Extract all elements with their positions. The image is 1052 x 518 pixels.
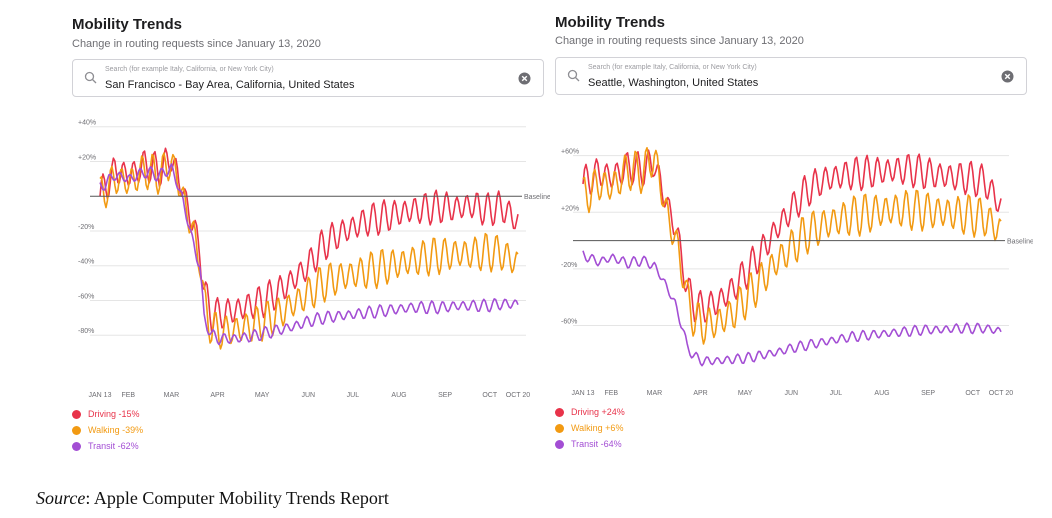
search-placeholder: Search (for example Italy, California, o… — [588, 64, 757, 71]
legend-item-walking[interactable]: Walking -39% — [72, 422, 143, 438]
x-tick-label: OCT 20 — [506, 392, 530, 399]
search-value: Seattle, Washington, United States — [588, 77, 759, 89]
series-line-walking — [582, 146, 1002, 345]
x-tick-label: MAY — [255, 392, 270, 399]
mobility-chart-seattle: +60% +20% -20% -60% Baseline JAN 13 FEB MAR APR M… — [561, 146, 1033, 397]
baseline-label: Baseline — [524, 194, 550, 201]
search-placeholder: Search (for example Italy, California, o… — [105, 66, 274, 73]
search-value: San Francisco - Bay Area, California, Un… — [105, 79, 355, 91]
mobility-panel-right: Mobility Trends Change in routing reques… — [543, 0, 1033, 470]
legend-dot-driving — [555, 407, 564, 417]
legend-item-driving[interactable]: Driving -15% — [72, 406, 143, 422]
legend-label-driving: Driving -15% — [88, 409, 140, 419]
x-tick-label: FEB — [604, 390, 618, 397]
x-tick-label: APR — [693, 390, 707, 397]
legend-dot-walking — [72, 425, 81, 435]
clear-search-icon[interactable] — [518, 72, 531, 85]
x-tick-label: SEP — [438, 392, 452, 399]
legend-item-transit[interactable]: Transit -64% — [555, 436, 625, 452]
x-tick-label: JUL — [830, 390, 843, 397]
y-tick-label: +40% — [78, 120, 96, 127]
series-line-transit — [582, 250, 1002, 367]
x-tick-label: APR — [210, 392, 224, 399]
legend-label-transit: Transit -62% — [88, 441, 139, 451]
mobility-chart-sf: +40% +20% -20% -40% -60% -80% Baseline JAN 13 FE… — [78, 120, 550, 399]
legend-item-transit[interactable]: Transit -62% — [72, 438, 143, 454]
legend-item-driving[interactable]: Driving +24% — [555, 404, 625, 420]
x-tick-label: AUG — [874, 390, 889, 397]
legend-dot-transit — [555, 439, 564, 449]
legend-label-walking: Walking +6% — [571, 423, 624, 433]
legend-label-transit: Transit -64% — [571, 439, 622, 449]
legend-label-walking: Walking -39% — [88, 425, 144, 435]
y-tick-label: +60% — [561, 149, 579, 156]
search-icon — [567, 69, 580, 82]
source-label: Source — [36, 488, 86, 508]
y-tick-label: -60% — [561, 319, 577, 326]
x-tick-label: OCT — [482, 392, 498, 399]
y-tick-label: -20% — [561, 262, 577, 269]
legend-label-driving: Driving +24% — [571, 407, 625, 417]
x-tick-label: JUL — [347, 392, 360, 399]
location-search-input[interactable]: Search (for example Italy, California, o… — [72, 59, 544, 97]
panel-subtitle: Change in routing requests since January… — [72, 38, 321, 50]
y-tick-label: +20% — [78, 154, 96, 161]
x-tick-label: JUN — [784, 390, 798, 397]
source-caption: Source: Apple Computer Mobility Trends R… — [36, 488, 389, 509]
y-tick-label: -80% — [78, 328, 94, 335]
clear-search-icon[interactable] — [1001, 70, 1014, 83]
x-tick-label: MAR — [164, 392, 180, 399]
panel-subtitle: Change in routing requests since January… — [555, 35, 804, 47]
baseline-label: Baseline — [1007, 239, 1033, 246]
source-text: : Apple Computer Mobility Trends Report — [85, 488, 389, 508]
search-icon — [84, 71, 97, 84]
legend-dot-walking — [555, 423, 564, 433]
legend-dot-driving — [72, 409, 81, 419]
x-tick-label: JUN — [301, 392, 315, 399]
series-line-driving — [582, 149, 1002, 323]
x-tick-label: JAN 13 — [89, 392, 112, 399]
location-search-input[interactable]: Search (for example Italy, California, o… — [555, 57, 1027, 95]
series-line-transit — [99, 163, 519, 346]
y-tick-label: +20% — [561, 205, 579, 212]
y-tick-label: -40% — [78, 259, 94, 266]
series-line-walking — [99, 152, 519, 350]
x-tick-label: MAR — [647, 390, 663, 397]
panel-title: Mobility Trends — [72, 16, 183, 33]
x-tick-label: OCT 20 — [989, 390, 1013, 397]
legend-item-walking[interactable]: Walking +6% — [555, 420, 625, 436]
x-tick-label: SEP — [921, 390, 935, 397]
x-tick-label: AUG — [391, 392, 406, 399]
chart-legend: Driving -15% Walking -39% Transit -62% — [72, 406, 143, 454]
y-tick-label: -60% — [78, 293, 94, 300]
legend-dot-transit — [72, 441, 81, 451]
x-tick-label: FEB — [121, 392, 135, 399]
mobility-panel-left: Mobility Trends Change in routing reques… — [60, 0, 550, 470]
x-tick-label: JAN 13 — [572, 390, 595, 397]
panel-title: Mobility Trends — [555, 14, 666, 31]
y-tick-label: -20% — [78, 224, 94, 231]
x-tick-label: OCT — [965, 390, 981, 397]
chart-legend: Driving +24% Walking +6% Transit -64% — [555, 404, 625, 452]
x-tick-label: MAY — [738, 390, 753, 397]
